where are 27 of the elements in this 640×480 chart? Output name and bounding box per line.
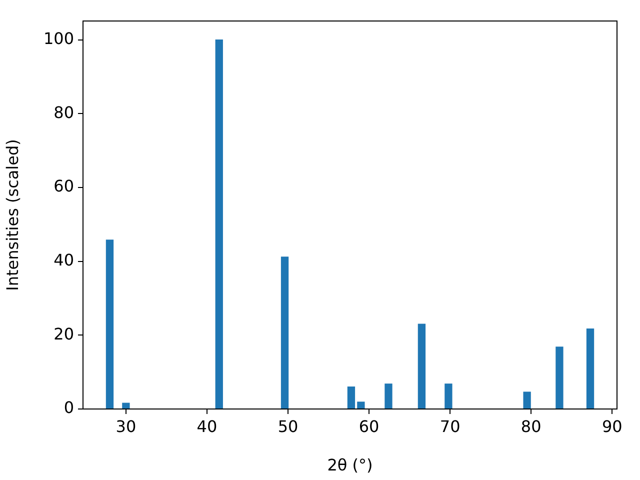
bar	[347, 386, 356, 409]
x-tick-label: 70	[440, 416, 460, 436]
x-tick-label: 60	[358, 416, 380, 436]
y-tick-label: 20	[54, 324, 74, 344]
y-tick-label: 60	[54, 176, 74, 196]
y-tick-label: 0	[64, 398, 74, 418]
x-tick-label: 50	[278, 416, 298, 436]
bar	[357, 402, 365, 409]
y-tick-label: 40	[54, 250, 74, 270]
bar	[215, 40, 223, 409]
x-tick-label: 80	[520, 416, 542, 436]
x-axis-title: 2θ (°)	[327, 456, 373, 475]
bar	[556, 346, 564, 409]
bar	[384, 384, 392, 409]
bar	[106, 240, 114, 409]
bar	[523, 392, 531, 409]
y-tick-label: 80	[54, 102, 74, 122]
bar	[122, 402, 130, 409]
bar	[586, 328, 594, 409]
y-tick-label: 100	[43, 28, 74, 48]
y-axis-title: Intensities (scaled)	[2, 139, 22, 291]
x-tick-label: 90	[602, 416, 622, 436]
x-tick-label: 40	[196, 416, 218, 436]
bar	[444, 384, 452, 409]
x-tick-label: 30	[116, 416, 136, 436]
bar	[418, 324, 426, 409]
bar	[280, 256, 289, 409]
